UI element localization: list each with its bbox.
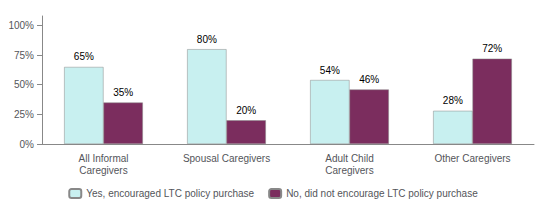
svg-text:Other Caregivers: Other Caregivers xyxy=(434,153,510,164)
svg-text:Spousal Caregivers: Spousal Caregivers xyxy=(183,153,270,164)
svg-text:100%: 100% xyxy=(8,20,34,31)
svg-text:No, did not encourage LTC poli: No, did not encourage LTC policy purchas… xyxy=(286,188,478,199)
svg-text:Yes, encouraged LTC policy pur: Yes, encouraged LTC policy purchase xyxy=(86,188,254,199)
svg-text:Caregivers: Caregivers xyxy=(79,165,127,176)
svg-text:46%: 46% xyxy=(359,74,379,85)
svg-text:75%: 75% xyxy=(14,50,34,61)
svg-text:25%: 25% xyxy=(14,109,34,120)
svg-text:80%: 80% xyxy=(197,34,217,45)
svg-text:35%: 35% xyxy=(113,87,133,98)
svg-text:54%: 54% xyxy=(320,65,340,76)
svg-text:Caregivers: Caregivers xyxy=(325,165,373,176)
svg-text:65%: 65% xyxy=(74,51,94,62)
svg-text:All Informal: All Informal xyxy=(78,153,128,164)
svg-text:28%: 28% xyxy=(443,95,463,106)
svg-text:Adult Child: Adult Child xyxy=(325,153,373,164)
svg-text:20%: 20% xyxy=(236,105,256,116)
svg-text:72%: 72% xyxy=(482,43,502,54)
svg-text:0%: 0% xyxy=(20,139,35,150)
svg-text:50%: 50% xyxy=(14,79,34,90)
